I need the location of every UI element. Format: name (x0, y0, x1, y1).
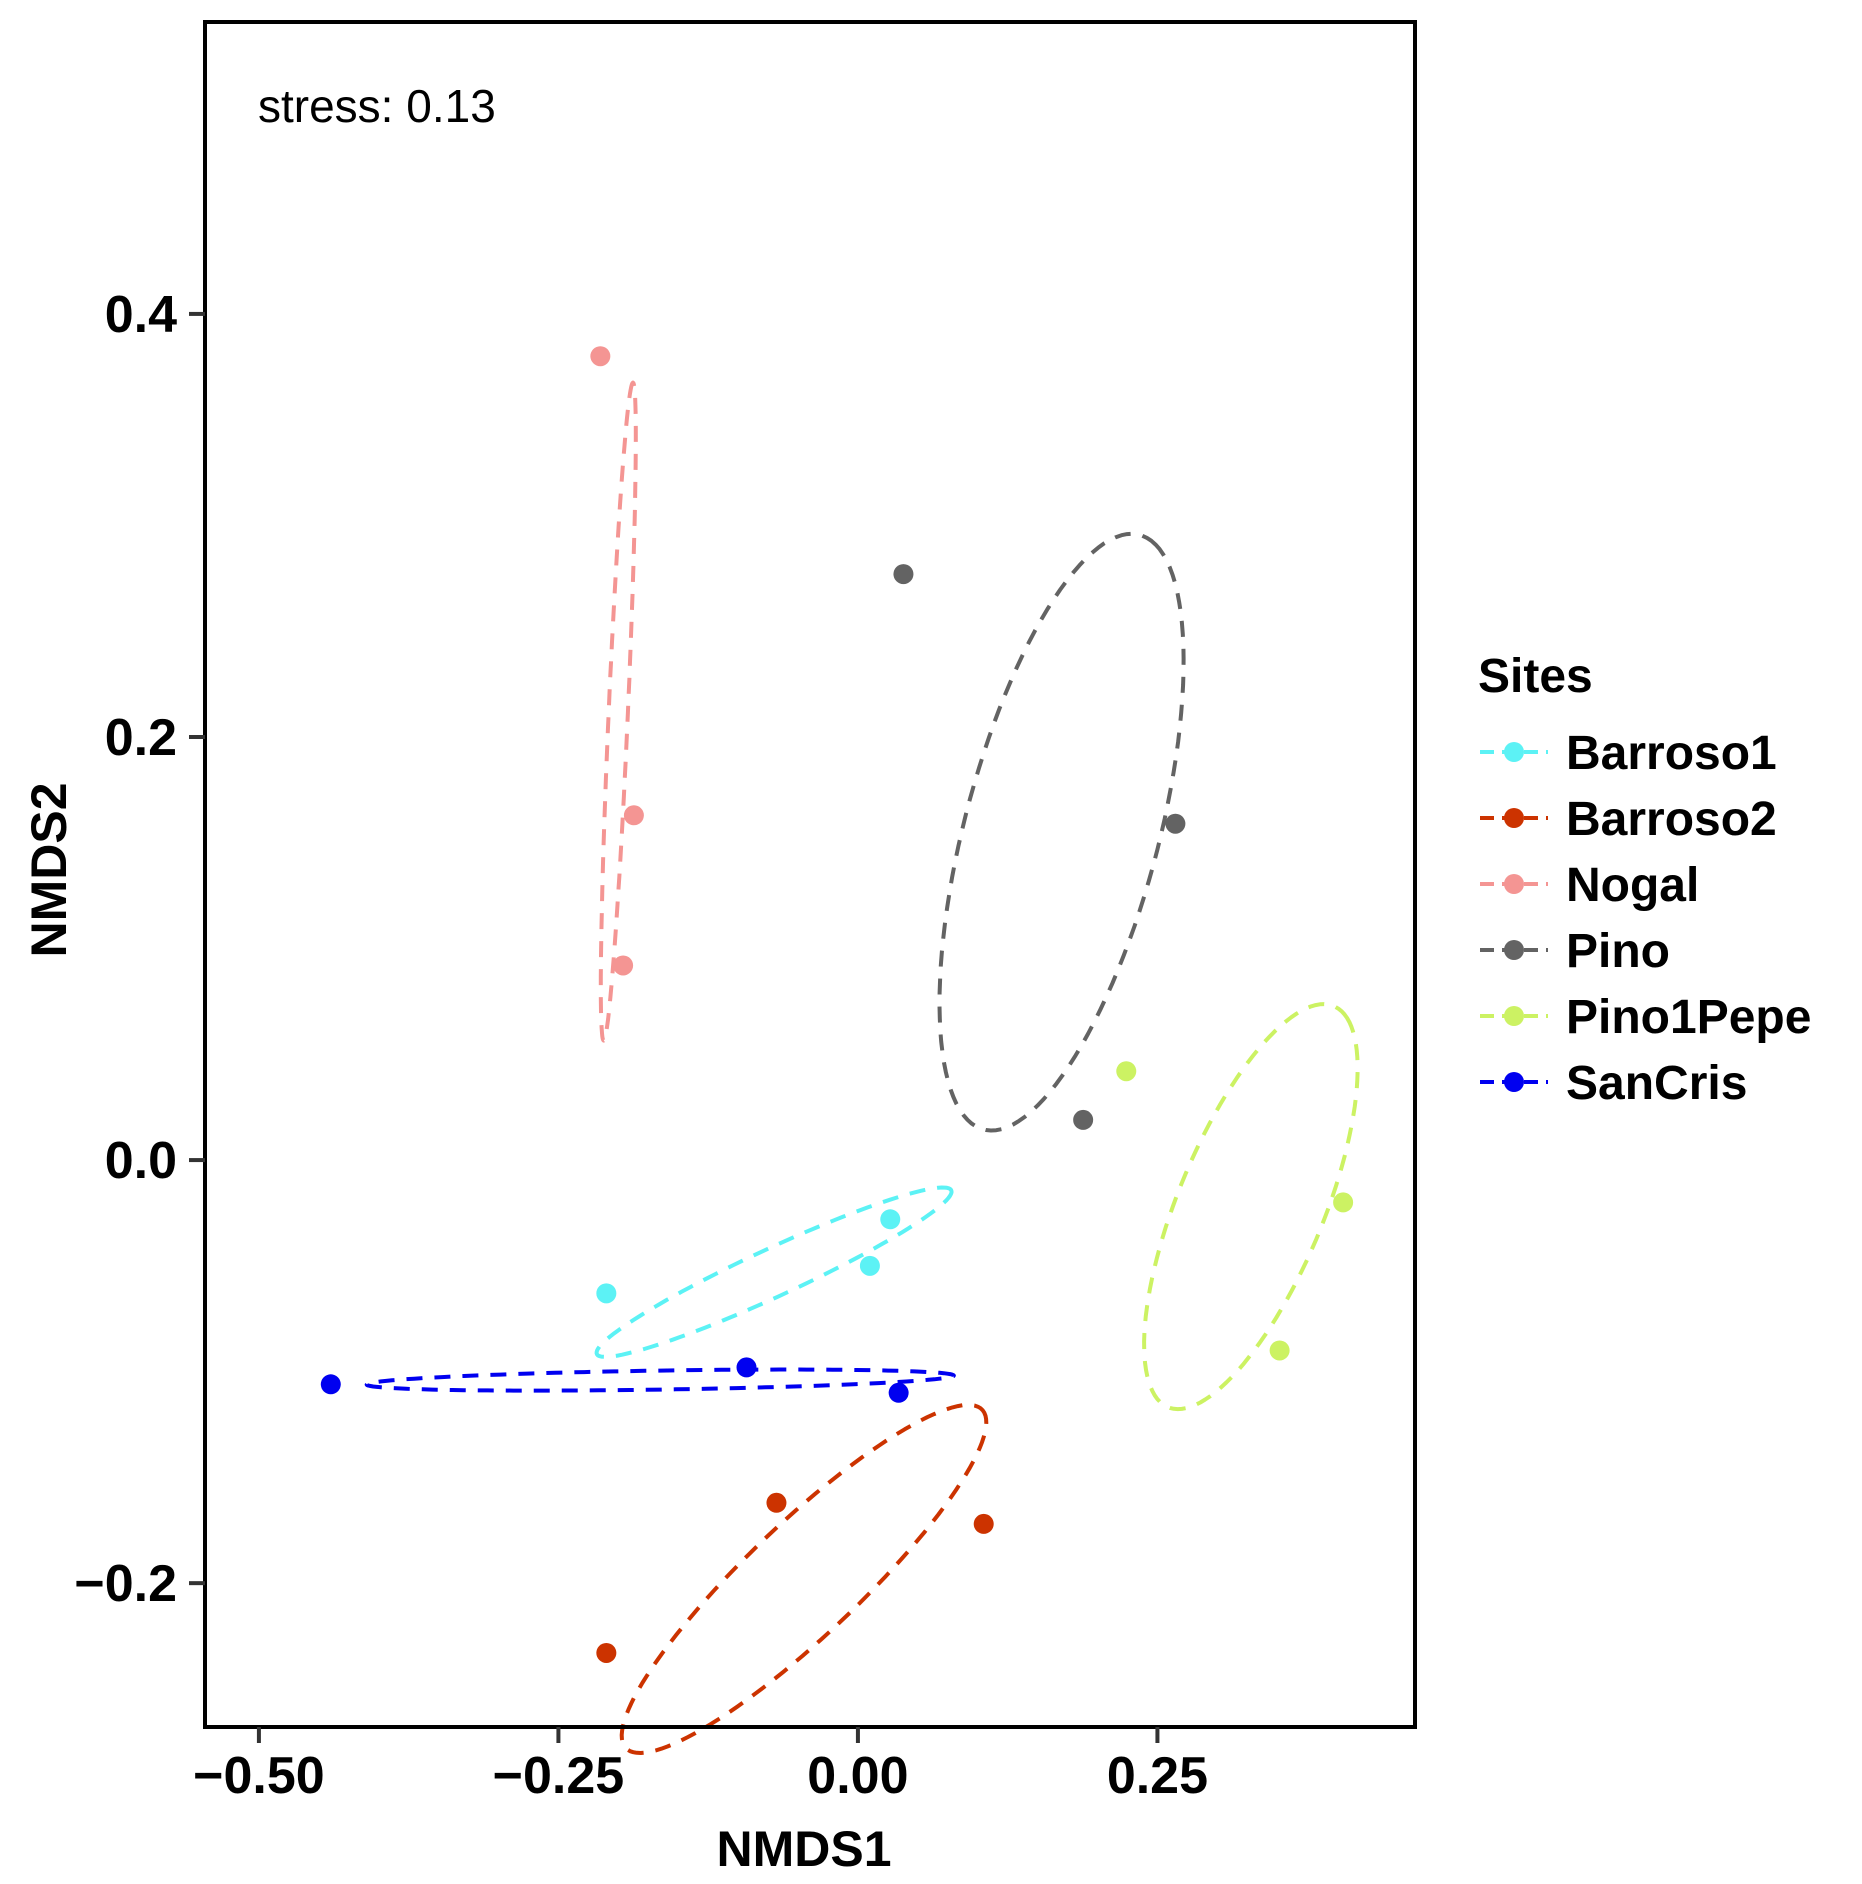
point-barroso1 (596, 1283, 617, 1304)
x-tick-label: −0.50 (193, 1747, 325, 1805)
x-axis-title: NMDS1 (716, 1821, 891, 1877)
legend-item-nogal: Nogal (1480, 859, 1699, 912)
legend-key-point (1504, 940, 1524, 960)
legend-item-pino: Pino (1480, 925, 1670, 978)
point-pino1pepe (1269, 1340, 1290, 1361)
legend-item-sancris: SanCris (1480, 1057, 1747, 1110)
legend: Sites Barroso1 Barroso2 Nogal Pino Pino1Pepe… (1478, 650, 1811, 1110)
ellipses-layer (364, 380, 1360, 1755)
legend-label: Pino1Pepe (1566, 991, 1811, 1044)
legend-item-barroso1: Barroso1 (1480, 727, 1777, 780)
point-pino1pepe (1116, 1061, 1137, 1082)
legend-key-point (1504, 874, 1524, 894)
point-nogal (590, 346, 611, 367)
point-pino (1165, 813, 1186, 834)
ellipse-sancris (364, 1367, 956, 1393)
y-axis: −0.2 0.0 0.2 0.4 (74, 286, 205, 1613)
x-tick-label: 0.25 (1107, 1747, 1208, 1805)
stress-annotation: stress: 0.13 (258, 80, 496, 132)
legend-label: SanCris (1566, 1057, 1747, 1110)
y-tick-label: 0.0 (105, 1132, 177, 1190)
legend-key-point (1504, 1006, 1524, 1026)
point-sancris (320, 1374, 341, 1395)
point-sancris (888, 1382, 909, 1403)
point-barroso2 (973, 1513, 994, 1534)
ellipse-barroso1 (594, 1185, 954, 1359)
legend-key-point (1504, 742, 1524, 762)
point-sancris (736, 1357, 757, 1378)
legend-label: Barroso1 (1566, 727, 1777, 780)
legend-label: Nogal (1566, 859, 1699, 912)
legend-item-pino1pepe: Pino1Pepe (1480, 991, 1811, 1044)
y-tick-label: 0.4 (105, 286, 177, 344)
legend-label: Pino (1566, 925, 1670, 978)
point-barroso1 (880, 1209, 901, 1230)
legend-label: Barroso2 (1566, 793, 1777, 846)
point-nogal (623, 805, 644, 826)
ellipse-nogal (598, 380, 638, 1043)
y-tick-label: 0.2 (105, 709, 177, 767)
points-layer (320, 346, 1354, 1663)
x-tick-label: 0.00 (807, 1747, 908, 1805)
legend-title: Sites (1478, 650, 1593, 703)
point-pino (1073, 1109, 1094, 1130)
ellipse-barroso2 (619, 1402, 989, 1755)
legend-key-point (1504, 1072, 1524, 1092)
point-nogal (613, 955, 634, 976)
point-barroso2 (766, 1492, 787, 1513)
point-barroso2 (596, 1642, 617, 1663)
point-barroso1 (859, 1255, 880, 1276)
x-tick-label: −0.25 (493, 1747, 625, 1805)
legend-item-barroso2: Barroso2 (1480, 793, 1777, 846)
ellipse-pino1pepe (1142, 1002, 1360, 1412)
ellipse-pino (937, 531, 1186, 1133)
x-axis: −0.50 −0.25 0.00 0.25 (193, 1727, 1208, 1805)
legend-key-point (1504, 808, 1524, 828)
plot-panel-border (203, 20, 1417, 1729)
point-pino (893, 564, 914, 585)
y-tick-label: −0.2 (74, 1555, 177, 1613)
point-pino1pepe (1333, 1192, 1354, 1213)
y-axis-title: NMDS2 (21, 782, 77, 957)
